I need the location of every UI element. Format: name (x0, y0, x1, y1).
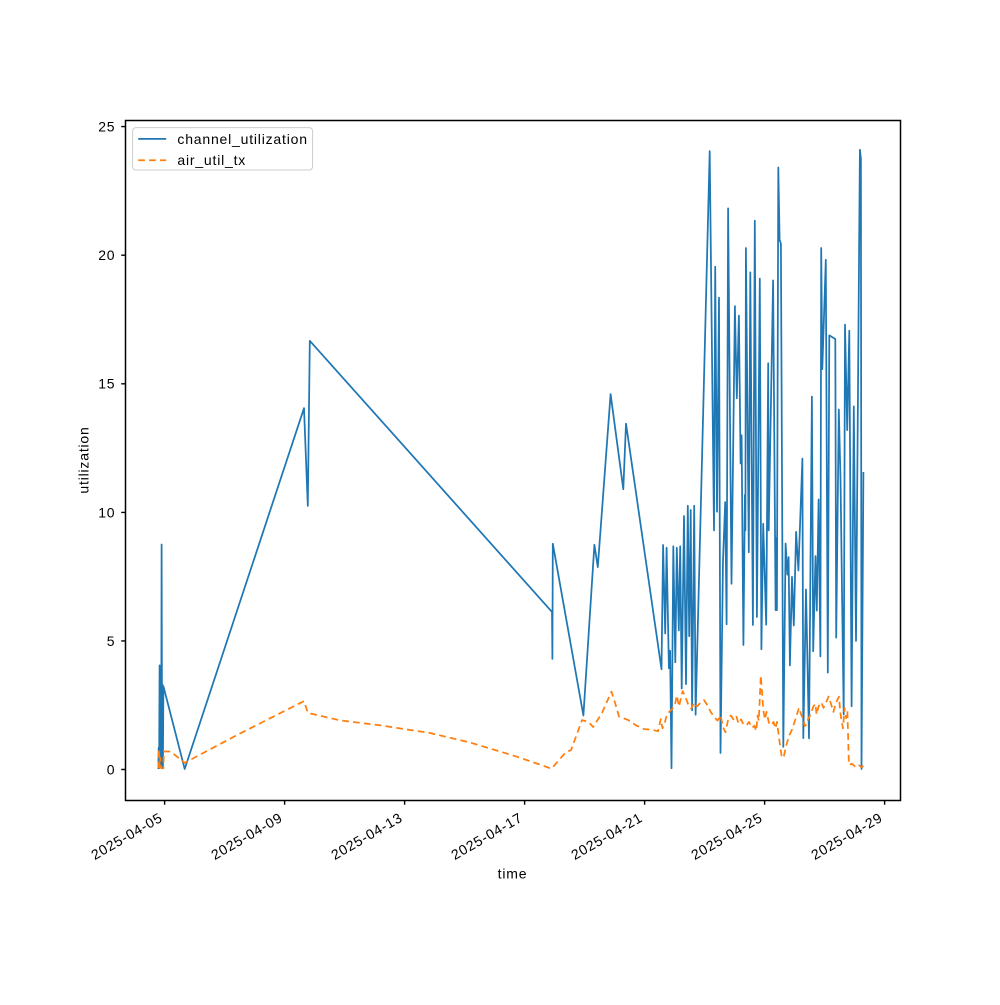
svg-text:time: time (498, 866, 528, 882)
svg-text:20: 20 (98, 247, 115, 263)
svg-text:0: 0 (107, 761, 116, 777)
svg-text:10: 10 (98, 504, 115, 520)
svg-text:25: 25 (98, 119, 115, 135)
svg-text:air_util_tx: air_util_tx (177, 152, 246, 168)
svg-text:utilization: utilization (76, 426, 92, 493)
svg-text:5: 5 (107, 633, 116, 649)
svg-text:15: 15 (98, 376, 115, 392)
svg-text:channel_utilization: channel_utilization (177, 131, 307, 147)
